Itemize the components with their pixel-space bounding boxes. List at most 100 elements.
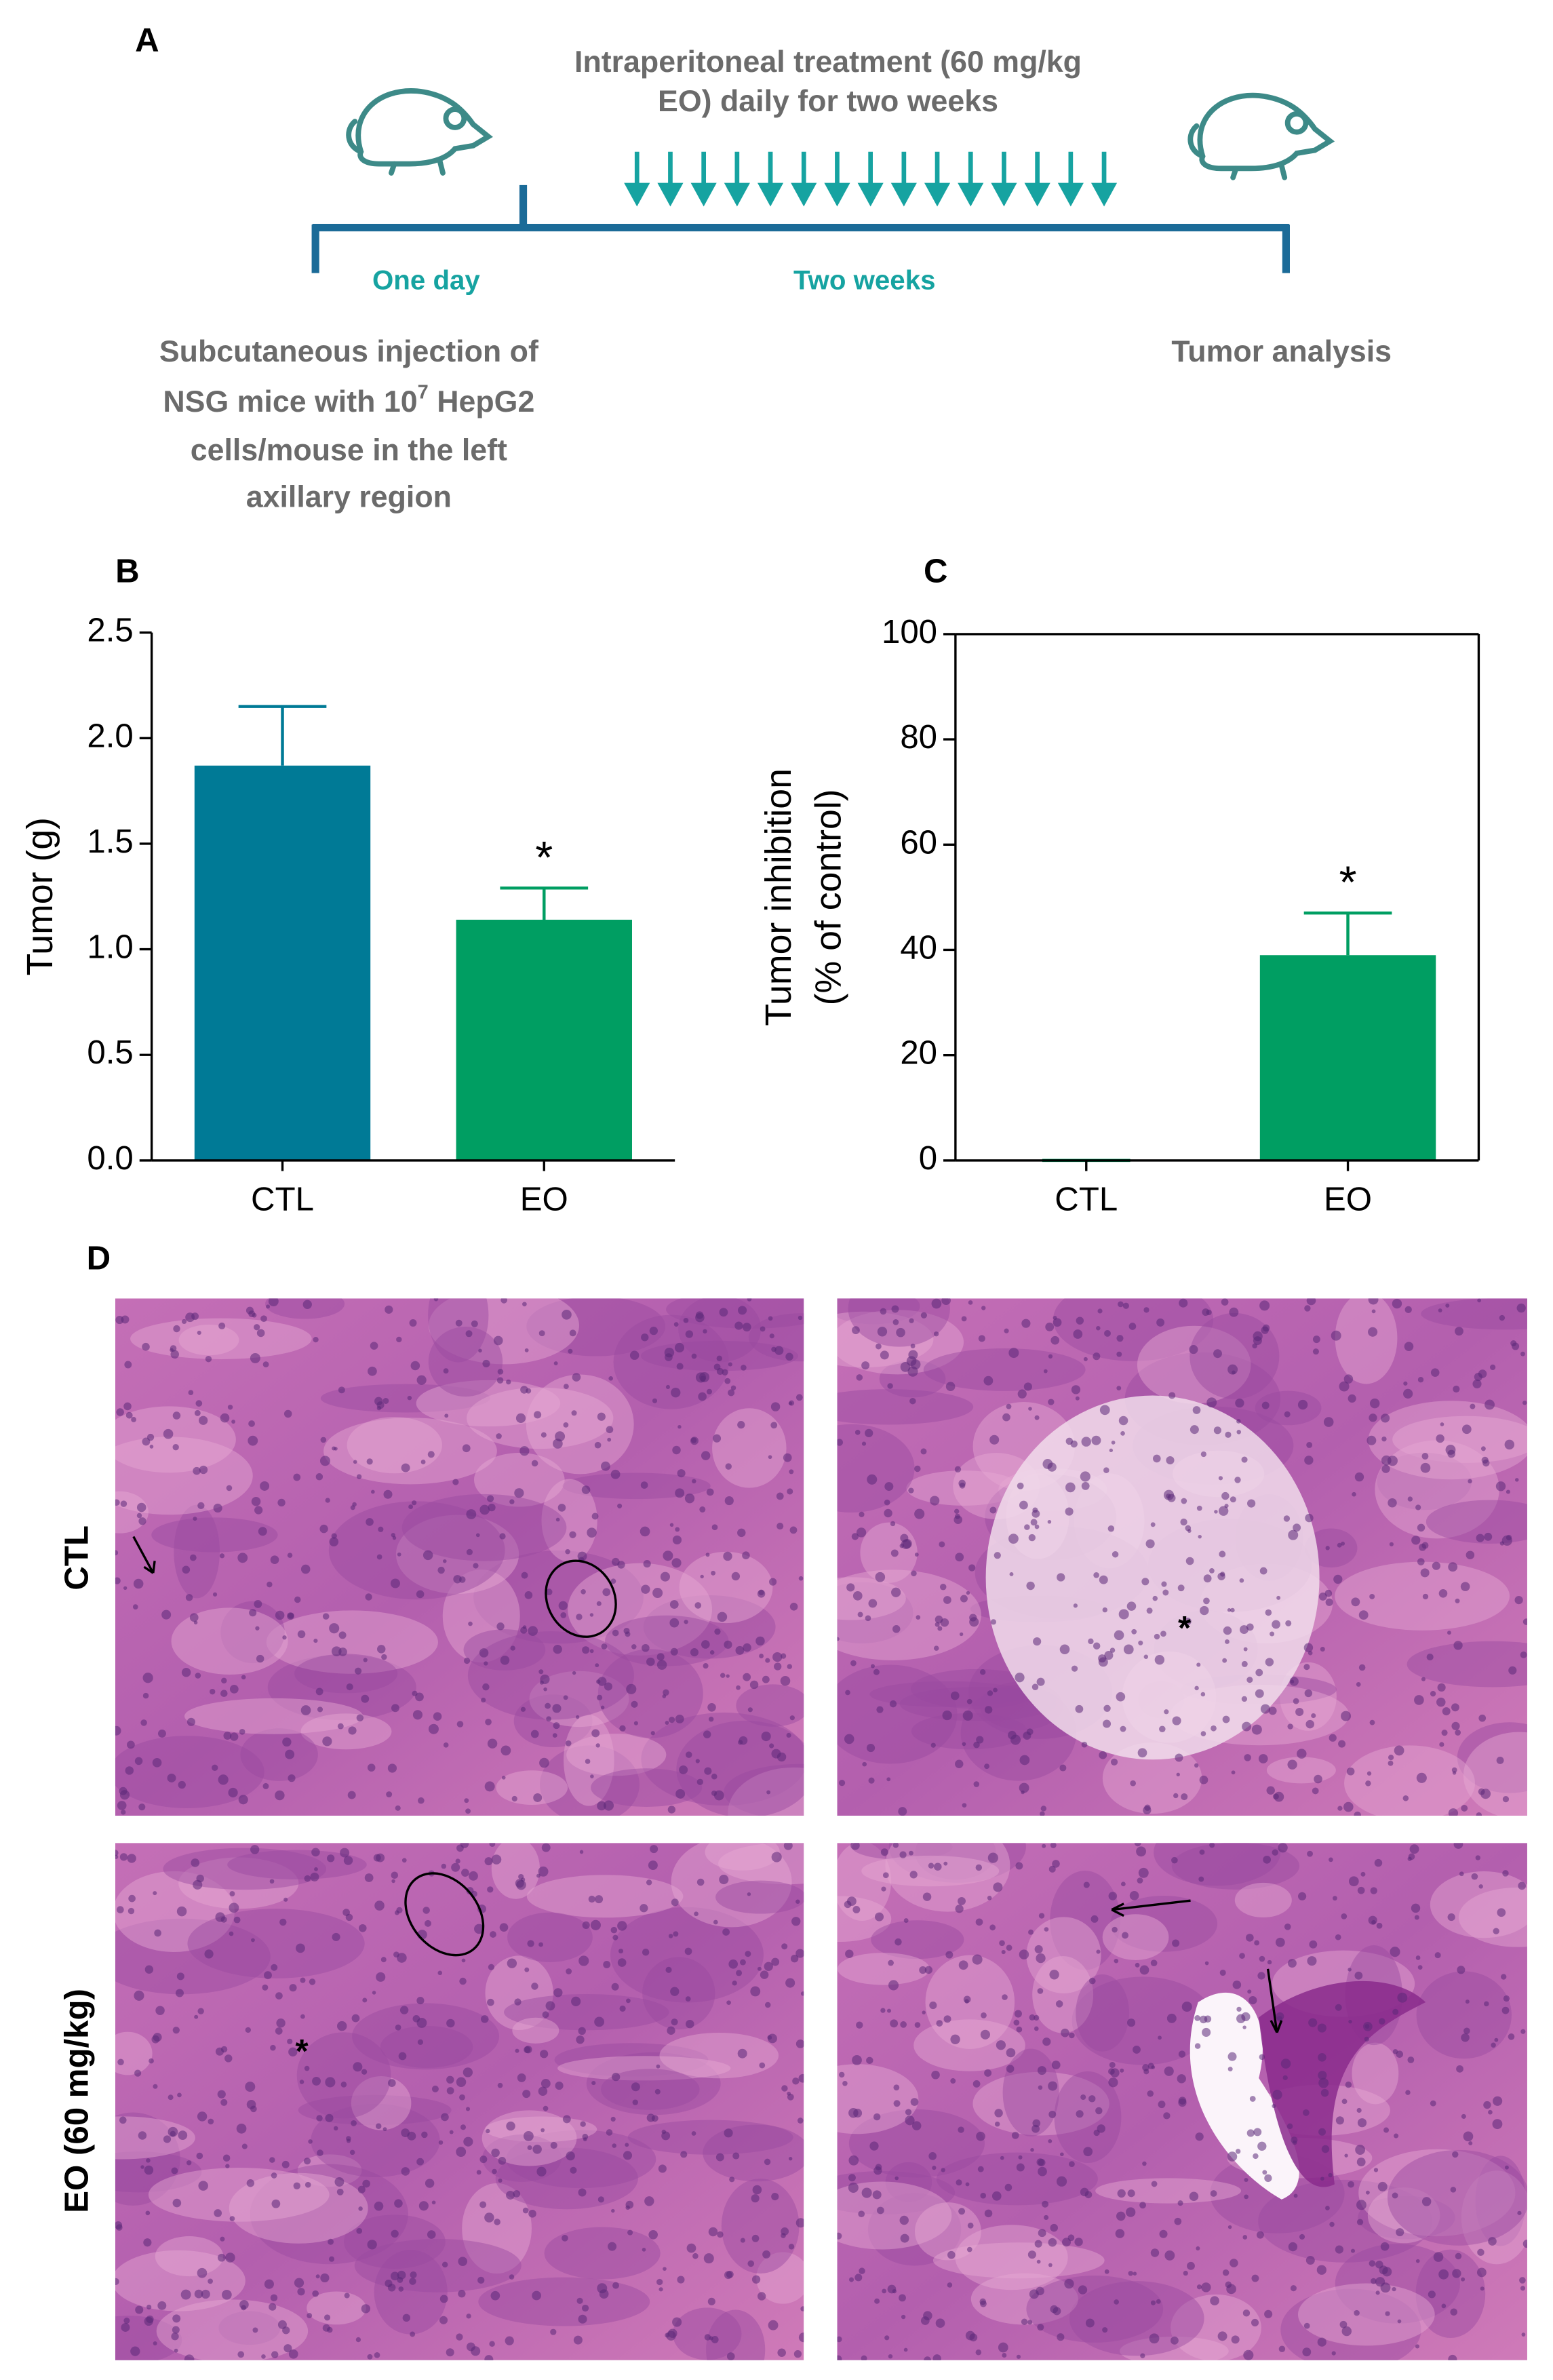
nucleus (764, 2158, 771, 2166)
nucleus (771, 1749, 781, 1759)
nucleus (241, 1675, 246, 1680)
nucleus (1404, 1342, 1414, 1351)
nucleus (1517, 2210, 1522, 2215)
nucleus (788, 2244, 795, 2250)
nucleus (1499, 1541, 1505, 1546)
nucleus (582, 2133, 589, 2140)
nucleus (361, 2069, 368, 2075)
nucleus (254, 1324, 260, 1331)
nucleus (909, 1850, 913, 1856)
nucleus (540, 1432, 547, 1438)
nucleus (1453, 1641, 1463, 1650)
tissue (932, 2242, 1105, 2279)
nucleus (922, 2010, 926, 2014)
nucleus (914, 2022, 921, 2028)
nucleus (1259, 1567, 1267, 1575)
nucleus (751, 2234, 760, 2242)
nucleus (1053, 1315, 1057, 1320)
nucleus (919, 1966, 927, 1974)
nucleus (319, 1456, 330, 1466)
nucleus (357, 2185, 366, 2193)
nucleus (968, 1300, 973, 1305)
nucleus (1204, 1961, 1209, 1966)
nucleus (792, 2077, 800, 2085)
nucleus (1225, 1431, 1232, 1438)
nucleus (1379, 2018, 1385, 2025)
nucleus (555, 1517, 560, 1522)
tissue (748, 1313, 804, 1362)
nucleus (513, 2190, 521, 2198)
nucleus (288, 2349, 298, 2359)
nucleus (1128, 2271, 1133, 2276)
nucleus (1050, 1843, 1057, 1848)
nucleus (1346, 1767, 1355, 1776)
nucleus (560, 1612, 567, 1618)
nucleus (914, 1465, 921, 1472)
tissue (1120, 2337, 1229, 2360)
nucleus (366, 1518, 374, 1526)
nucleus (1200, 1605, 1209, 1616)
nucleus (1117, 2189, 1126, 2198)
tissue (1259, 1981, 1426, 2187)
nucleus (1091, 1435, 1101, 1445)
nucleus (950, 1691, 960, 1700)
nucleus (487, 1998, 494, 2006)
nucleus (245, 1306, 254, 1314)
nucleus (1403, 1388, 1413, 1399)
nucleus (924, 1966, 933, 1974)
nucleus (229, 2216, 235, 2221)
nucleus (623, 1627, 630, 1635)
nucleus (703, 1730, 711, 1738)
nucleus (903, 2347, 908, 2352)
nucleus (856, 2021, 863, 2029)
nucleus (961, 1316, 967, 1322)
significance: * (1339, 857, 1356, 908)
tissue (568, 1563, 713, 1656)
tissue (307, 2291, 366, 2325)
nucleus (1520, 1651, 1527, 1658)
nucleus (1483, 2101, 1491, 2109)
nucleus (1201, 2282, 1211, 2293)
nucleus (374, 2352, 380, 2358)
nucleus (595, 1663, 599, 1668)
nucleus (1199, 1775, 1208, 1784)
tissue (972, 2071, 1109, 2136)
nucleus (428, 1723, 439, 1734)
nucleus (729, 2177, 735, 2183)
nucleus (142, 1673, 153, 1683)
x-tick-label: CTL (251, 1180, 314, 1217)
nucleus (1114, 1630, 1124, 1641)
nucleus (1251, 2274, 1259, 2282)
nucleus (747, 1707, 753, 1713)
nucleus (522, 1625, 527, 1629)
nucleus (783, 1843, 793, 1850)
nucleus (293, 1473, 301, 1481)
nucleus (761, 1731, 771, 1742)
nucleus (315, 1473, 323, 1481)
nucleus (1002, 2353, 1007, 2358)
nucleus (1241, 1660, 1248, 1667)
nucleus (194, 1409, 201, 1416)
nucleus (1455, 1598, 1460, 1603)
nucleus (1496, 1756, 1504, 1764)
nucleus (1011, 2131, 1019, 2139)
nucleus (684, 1620, 688, 1624)
nucleus (127, 1907, 135, 1915)
nucleus (121, 1810, 126, 1815)
nucleus (270, 1555, 279, 1565)
nucleus (522, 2090, 531, 2099)
nucleus (1260, 1704, 1270, 1714)
nucleus (1183, 1617, 1192, 1625)
nucleus (262, 1782, 269, 1789)
tissue (541, 1479, 597, 1562)
nucleus (387, 2283, 396, 2292)
nucleus (1034, 2240, 1042, 2248)
nucleus (859, 2267, 865, 2274)
nucleus (1053, 1318, 1062, 1327)
nucleus (781, 2085, 788, 2092)
nucleus (800, 2306, 804, 2311)
nucleus (908, 1487, 914, 1494)
nucleus (356, 1474, 362, 1479)
nucleus (1304, 1689, 1313, 1698)
nucleus (220, 2099, 228, 2106)
